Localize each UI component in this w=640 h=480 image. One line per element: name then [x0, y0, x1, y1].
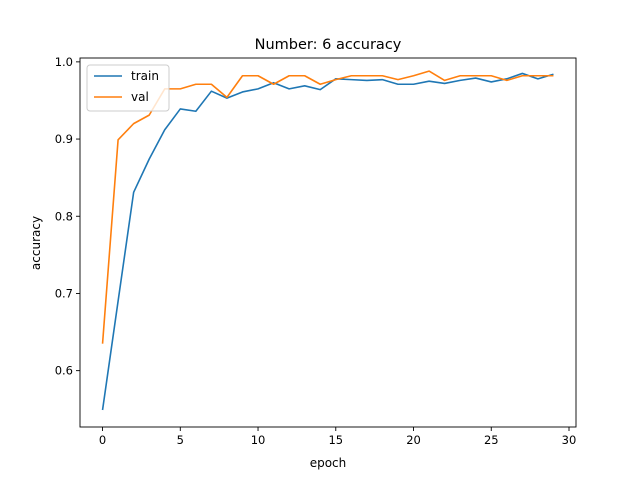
y-tick-label: 0.6 [55, 364, 73, 378]
x-tick-label: 15 [328, 433, 343, 447]
y-axis: 0.6 0.7 0.8 0.9 1.0 [55, 55, 80, 378]
x-tick-label: 10 [251, 433, 266, 447]
y-tick-label: 0.9 [55, 132, 73, 146]
x-tick-label: 25 [484, 433, 499, 447]
y-tick-label: 1.0 [55, 55, 73, 69]
series-line-train [101, 72, 554, 411]
x-axis-label: epoch [310, 456, 347, 470]
legend-label-train: train [131, 69, 159, 83]
y-axis-label: accuracy [29, 216, 43, 270]
x-axis: 0 5 10 15 20 25 30 [99, 427, 576, 447]
y-tick-label: 0.7 [55, 286, 73, 300]
chart-title: Number: 6 accuracy [255, 37, 402, 53]
series-line-val [101, 70, 554, 344]
x-tick-label: 30 [562, 433, 577, 447]
plot-frame [79, 57, 577, 428]
x-tick-label: 20 [406, 433, 421, 447]
plot-area [79, 57, 577, 428]
legend-label-val: val [131, 90, 149, 104]
x-tick-label: 0 [99, 433, 106, 447]
x-tick-label: 5 [177, 433, 184, 447]
legend: train val [86, 64, 170, 112]
y-tick-label: 0.8 [55, 209, 73, 223]
